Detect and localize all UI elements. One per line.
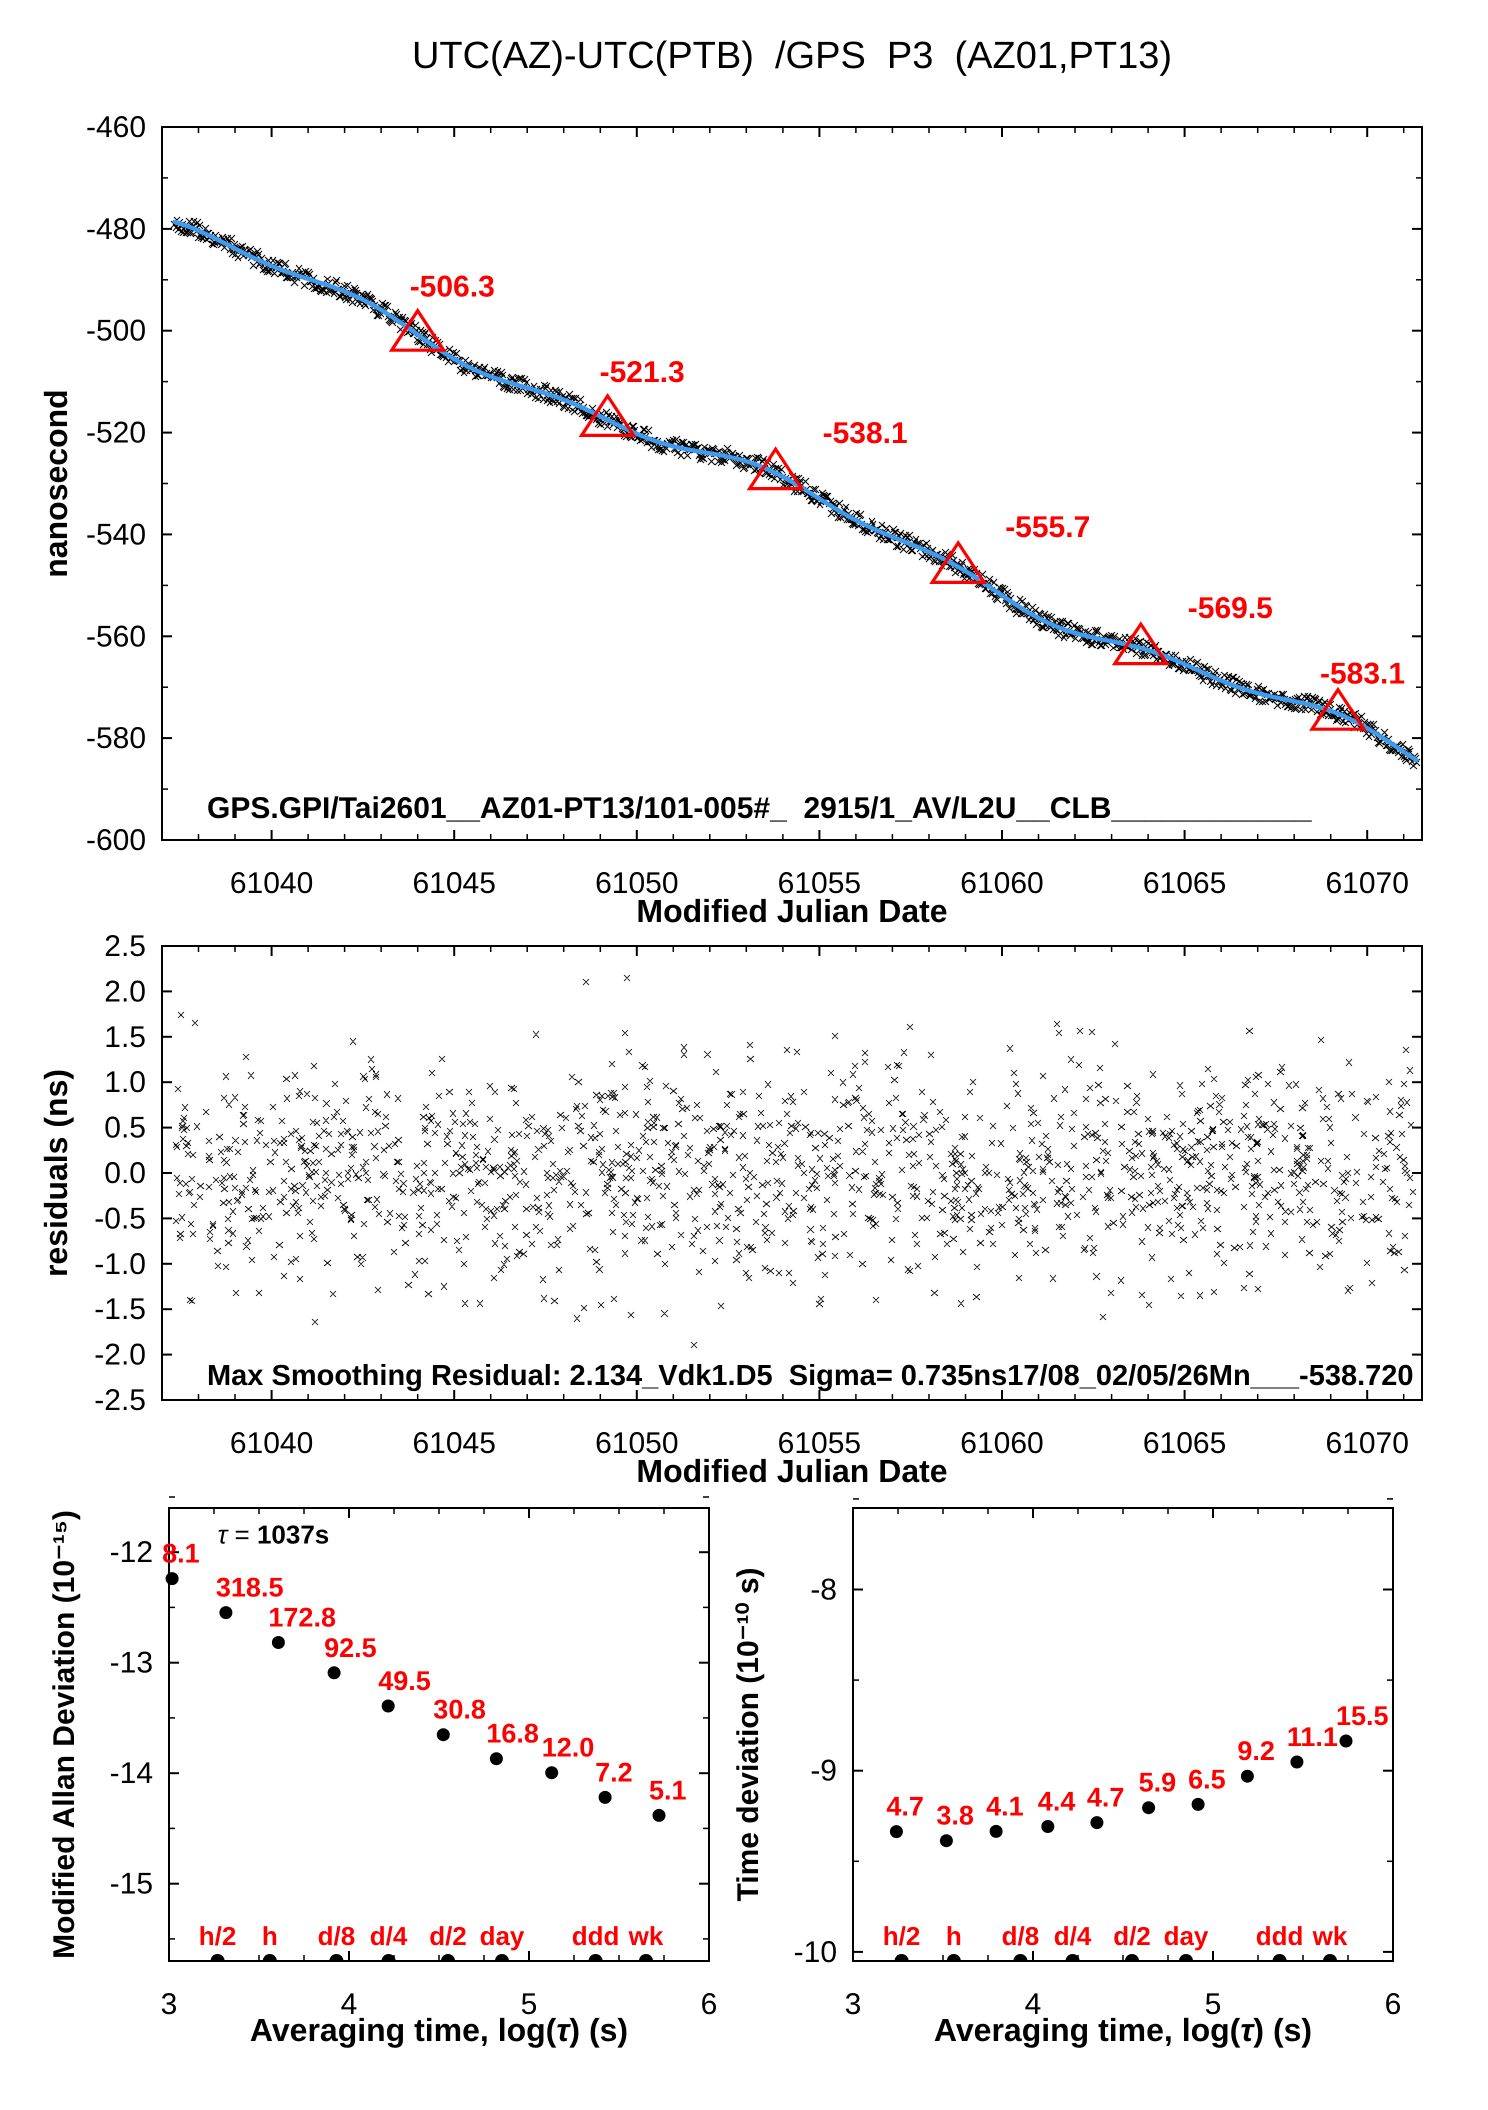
svg-text:61060: 61060 <box>960 1427 1043 1460</box>
svg-text:Modified Julian Date: Modified Julian Date <box>636 893 947 929</box>
svg-text:wk: wk <box>1312 1921 1348 1951</box>
svg-text:-12: -12 <box>110 1536 153 1569</box>
svg-text:4.4: 4.4 <box>1038 1787 1076 1817</box>
svg-text:nanosecond: nanosecond <box>38 389 74 577</box>
svg-text:-2.0: -2.0 <box>94 1339 146 1372</box>
svg-text:-500: -500 <box>86 315 146 348</box>
svg-text:-540: -540 <box>86 518 146 551</box>
svg-text:6: 6 <box>701 1988 718 2021</box>
svg-text:-600: -600 <box>86 824 146 857</box>
svg-text:ddd: ddd <box>1256 1921 1304 1951</box>
svg-text:1.5: 1.5 <box>104 1021 146 1054</box>
svg-text:d/2: d/2 <box>429 1921 467 1951</box>
svg-text:-521.3: -521.3 <box>600 356 685 389</box>
svg-text:8.1: 8.1 <box>162 1539 200 1569</box>
svg-text:30.8: 30.8 <box>433 1695 486 1725</box>
svg-text:0.5: 0.5 <box>104 1112 146 1145</box>
svg-text:τ = 1037s: τ = 1037s <box>218 1519 330 1549</box>
svg-text:-0.5: -0.5 <box>94 1202 146 1235</box>
svg-text:4.7: 4.7 <box>886 1792 924 1822</box>
svg-text:-580: -580 <box>86 722 146 755</box>
svg-text:Modified Julian Date: Modified Julian Date <box>636 1453 947 1489</box>
svg-text:49.5: 49.5 <box>378 1666 431 1696</box>
svg-text:-538.1: -538.1 <box>823 417 908 450</box>
svg-text:-506.3: -506.3 <box>410 271 495 304</box>
svg-text:61045: 61045 <box>412 867 495 900</box>
svg-text:-8: -8 <box>810 1574 837 1607</box>
svg-text:-583.1: -583.1 <box>1320 658 1405 691</box>
svg-text:1.0: 1.0 <box>104 1066 146 1099</box>
svg-text:-520: -520 <box>86 417 146 450</box>
svg-text:ddd: ddd <box>572 1921 620 1951</box>
svg-text:h/2: h/2 <box>883 1921 921 1951</box>
svg-text:61040: 61040 <box>230 867 313 900</box>
svg-text:15.5: 15.5 <box>1336 1701 1389 1731</box>
svg-text:9.2: 9.2 <box>1237 1736 1275 1766</box>
svg-text:-460: -460 <box>86 111 146 144</box>
svg-text:3.8: 3.8 <box>936 1801 974 1831</box>
svg-text:Averaging time, log(τ) (s): Averaging time, log(τ) (s) <box>250 2012 628 2048</box>
svg-text:3: 3 <box>845 1988 862 2021</box>
svg-text:Averaging time, log(τ) (s): Averaging time, log(τ) (s) <box>934 2012 1312 2048</box>
svg-text:6: 6 <box>1385 1988 1402 2021</box>
svg-text:-1.0: -1.0 <box>94 1248 146 1281</box>
svg-text:3: 3 <box>161 1988 178 2021</box>
svg-text:4.1: 4.1 <box>986 1791 1024 1821</box>
svg-text:61045: 61045 <box>412 1427 495 1460</box>
svg-text:-10: -10 <box>794 1936 837 1969</box>
svg-text:Max Smoothing Residual: 2.134_: Max Smoothing Residual: 2.134_Vdk1.D5 Si… <box>207 1360 1414 1392</box>
svg-text:h: h <box>262 1921 278 1951</box>
svg-text:-9: -9 <box>810 1755 837 1788</box>
svg-text:residuals (ns): residuals (ns) <box>38 1069 74 1277</box>
svg-text:61065: 61065 <box>1143 1427 1226 1460</box>
svg-text:16.8: 16.8 <box>486 1719 539 1749</box>
svg-text:-13: -13 <box>110 1647 153 1680</box>
svg-text:day: day <box>1164 1921 1209 1951</box>
svg-text:-560: -560 <box>86 620 146 653</box>
svg-text:6.5: 6.5 <box>1188 1764 1226 1794</box>
svg-text:-1.5: -1.5 <box>94 1293 146 1326</box>
svg-text:-14: -14 <box>110 1757 153 1790</box>
svg-text:Time deviation (10⁻¹⁰ s): Time deviation (10⁻¹⁰ s) <box>732 1567 765 1901</box>
svg-text:-569.5: -569.5 <box>1188 592 1273 625</box>
svg-text:61065: 61065 <box>1143 867 1226 900</box>
svg-text:61040: 61040 <box>230 1427 313 1460</box>
svg-text:d/8: d/8 <box>318 1921 356 1951</box>
svg-text:172.8: 172.8 <box>268 1603 336 1633</box>
svg-text:61070: 61070 <box>1325 1427 1408 1460</box>
svg-text:61070: 61070 <box>1325 867 1408 900</box>
svg-text:h/2: h/2 <box>199 1921 237 1951</box>
svg-text:-15: -15 <box>110 1868 153 1901</box>
svg-text:-555.7: -555.7 <box>1005 511 1090 544</box>
svg-text:4.7: 4.7 <box>1087 1783 1125 1813</box>
svg-text:92.5: 92.5 <box>324 1633 377 1663</box>
svg-text:wk: wk <box>628 1921 664 1951</box>
svg-text:318.5: 318.5 <box>216 1573 284 1603</box>
svg-text:d/2: d/2 <box>1113 1921 1151 1951</box>
svg-text:d/8: d/8 <box>1002 1921 1040 1951</box>
svg-text:day: day <box>480 1921 525 1951</box>
svg-text:-2.5: -2.5 <box>94 1384 146 1417</box>
svg-text:-480: -480 <box>86 213 146 246</box>
svg-text:UTC(AZ)-UTC(PTB) /GPS P3 (A: UTC(AZ)-UTC(PTB) /GPS P3 (AZ01,PT13) <box>412 35 1172 77</box>
svg-text:GPS.GPI/Tai2601__AZ01-PT13/101: GPS.GPI/Tai2601__AZ01-PT13/101-005#_ 291… <box>207 792 1312 825</box>
svg-text:5.1: 5.1 <box>649 1775 687 1805</box>
svg-text:7.2: 7.2 <box>595 1757 633 1787</box>
svg-text:2.5: 2.5 <box>104 930 146 963</box>
svg-text:Modified Allan Deviation (10⁻¹: Modified Allan Deviation (10⁻¹⁵) <box>48 1510 81 1959</box>
svg-text:0.0: 0.0 <box>104 1157 146 1190</box>
svg-text:2.0: 2.0 <box>104 975 146 1008</box>
svg-text:61060: 61060 <box>960 867 1043 900</box>
svg-text:12.0: 12.0 <box>542 1733 595 1763</box>
svg-text:5.9: 5.9 <box>1139 1768 1177 1798</box>
svg-text:h: h <box>946 1921 962 1951</box>
svg-text:d/4: d/4 <box>1054 1921 1092 1951</box>
svg-text:11.1: 11.1 <box>1287 1722 1338 1752</box>
svg-text:d/4: d/4 <box>370 1921 408 1951</box>
